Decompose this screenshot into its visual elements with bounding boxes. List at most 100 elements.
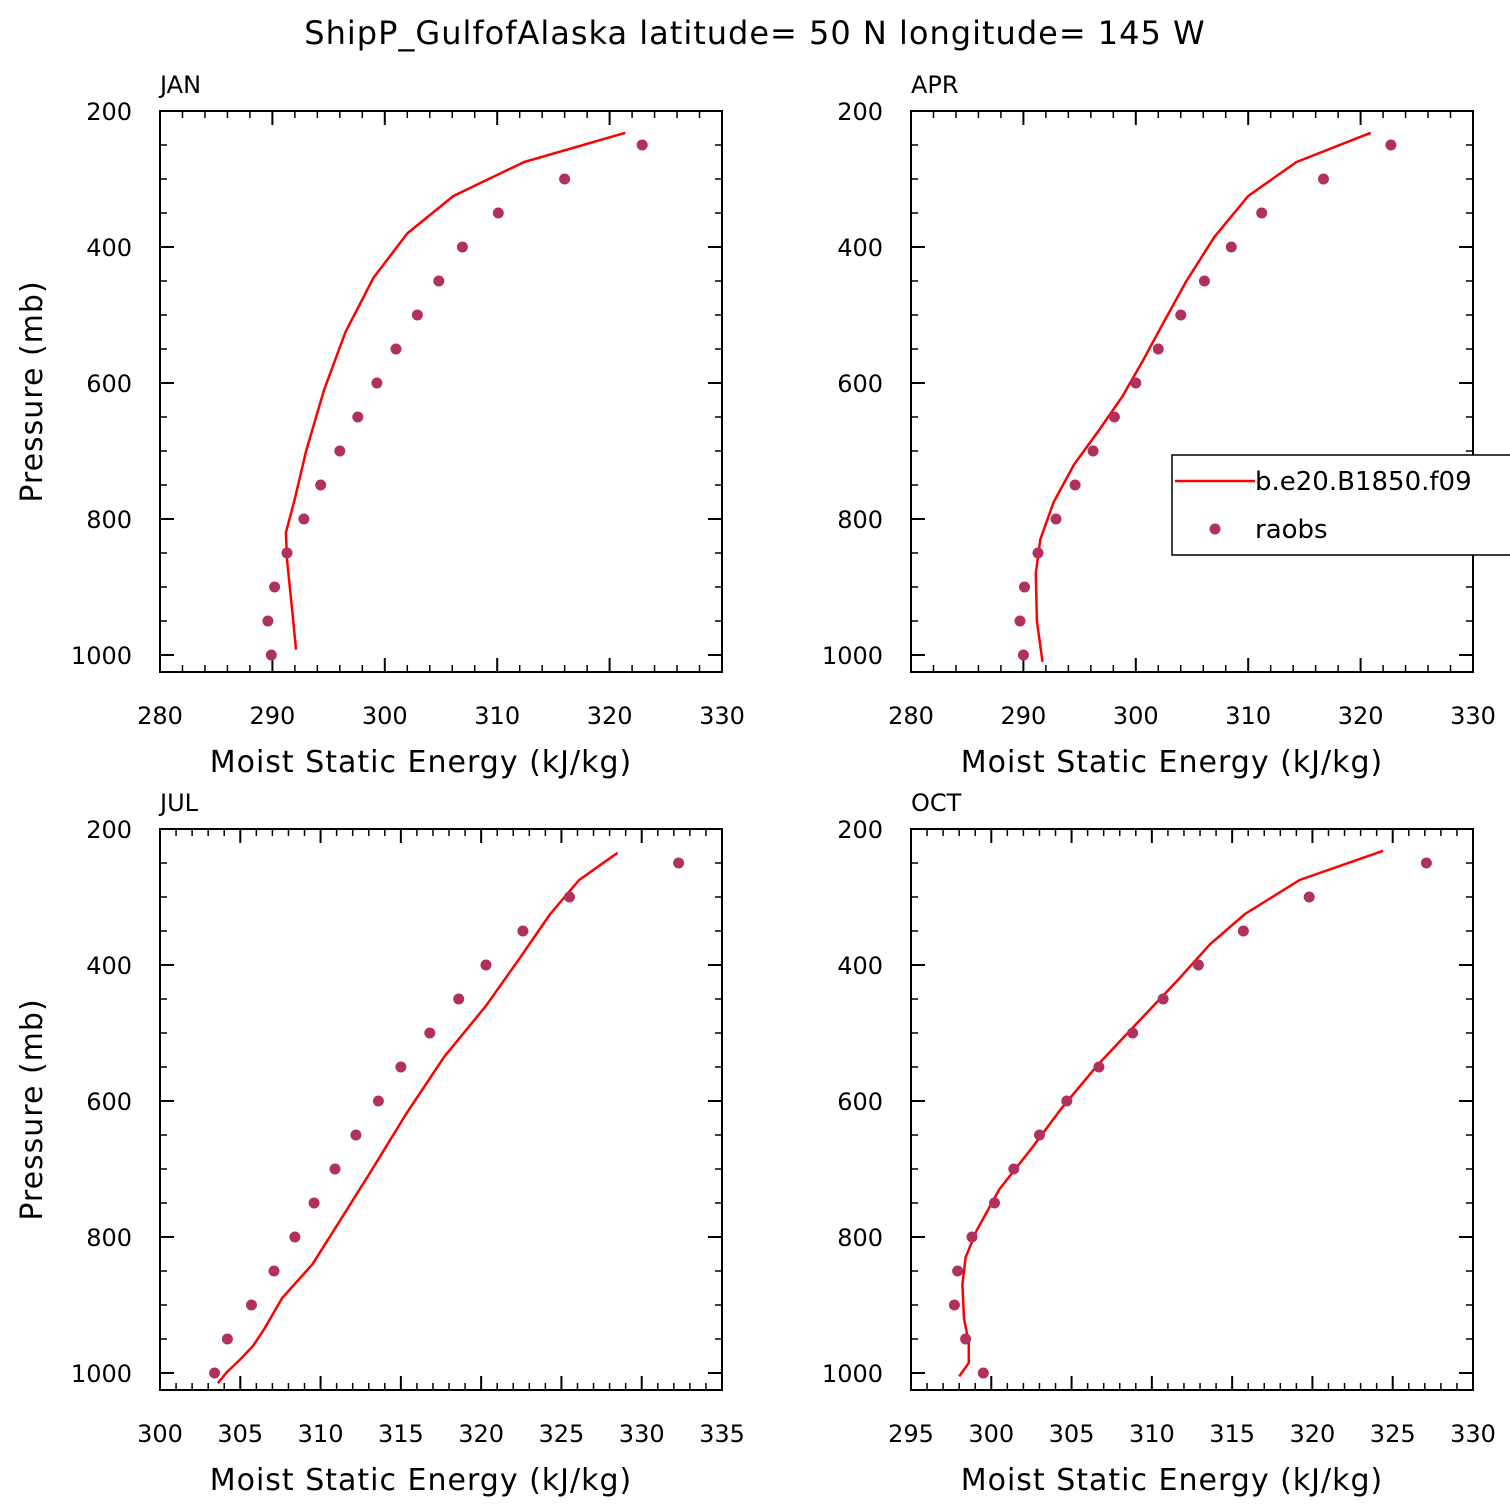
y-tick-label: 800	[86, 506, 132, 534]
raobs-point	[456, 241, 468, 253]
raobs-point	[952, 1265, 964, 1277]
legend-box	[1171, 454, 1510, 556]
raobs-point	[1017, 649, 1029, 661]
x-tick-label: 300	[1113, 702, 1159, 730]
y-tick-label: 1000	[71, 642, 132, 670]
x-tick-label: 280	[137, 702, 183, 730]
raobs-point	[350, 1129, 362, 1141]
x-axis-title: Moist Static Energy (kJ/kg)	[961, 745, 1384, 780]
raobs-point	[372, 1095, 384, 1107]
raobs-point	[492, 207, 504, 219]
raobs-point	[334, 445, 346, 457]
y-tick-label: 600	[86, 370, 132, 398]
y-tick-label: 1000	[822, 1360, 883, 1388]
y-tick-label: 200	[86, 98, 132, 126]
raobs-point	[1069, 479, 1081, 491]
raobs-point	[1237, 925, 1249, 937]
raobs-point	[673, 857, 685, 869]
raobs-point	[989, 1197, 1000, 1209]
raobs-point	[1420, 857, 1432, 869]
raobs-point	[960, 1333, 972, 1345]
raobs-point	[564, 891, 575, 903]
raobs-point	[1130, 377, 1142, 389]
raobs-point	[352, 411, 364, 423]
x-tick-label: 305	[217, 1420, 263, 1448]
raobs-point	[1008, 1163, 1020, 1175]
x-tick-label: 290	[249, 702, 295, 730]
raobs-point	[1175, 309, 1187, 321]
x-tick-label: 310	[1225, 702, 1271, 730]
raobs-point	[1192, 959, 1204, 971]
panel-apr: APR 280 290 300 310 320 330 200 400 600 800 1000 Moi…	[822, 71, 1496, 780]
y-tick-label: 800	[86, 1224, 132, 1252]
x-tick-label: 330	[1450, 702, 1496, 730]
raobs-point	[1127, 1027, 1139, 1039]
y-tick-label: 200	[837, 98, 883, 126]
raobs-point	[289, 1231, 301, 1243]
x-tick-label: 330	[619, 1420, 665, 1448]
panel-jan: JAN 280 290 300 310 320 330 200 400 600 800 1000 Moi…	[15, 71, 745, 780]
y-tick-label: 1000	[822, 642, 883, 670]
raobs-point	[1225, 241, 1237, 253]
x-tick-label: 290	[1000, 702, 1046, 730]
plot-frame	[159, 110, 723, 673]
raobs-point	[1318, 173, 1329, 185]
model-profile-line	[216, 851, 619, 1384]
y-axis-title: Pressure (mb)	[15, 998, 50, 1220]
raobs-point	[1256, 207, 1268, 219]
y-tick-label: 800	[837, 506, 883, 534]
raobs-point	[1303, 891, 1315, 903]
x-tick-label: 310	[298, 1420, 344, 1448]
raobs-point	[1157, 993, 1169, 1005]
panel-jul: JUL 300 305 310 315 320 325 330 335 200 400 600 800 1…	[15, 789, 745, 1498]
y-tick-label: 400	[837, 952, 883, 980]
raobs-point	[1087, 445, 1099, 457]
raobs-point	[453, 993, 465, 1005]
raobs-point	[559, 173, 571, 185]
y-tick-label: 200	[837, 816, 883, 844]
panel-title: JAN	[158, 71, 201, 99]
raobs-point	[308, 1197, 320, 1209]
raobs-point	[1152, 343, 1164, 355]
figure-title: ShipP_GulfofAlaska latitude= 50 N longit…	[304, 14, 1205, 52]
legend-label-obs: raobs	[1255, 515, 1328, 545]
y-tick-label: 600	[86, 1088, 132, 1116]
panel-title: APR	[911, 71, 959, 99]
raobs-point	[1093, 1061, 1105, 1073]
raobs-point	[433, 275, 445, 287]
raobs-point	[395, 1061, 407, 1073]
x-tick-label: 330	[699, 702, 745, 730]
model-profile-line	[284, 131, 626, 650]
panel-title: JUL	[158, 789, 199, 817]
panel-title: OCT	[911, 789, 962, 817]
model-profile-line	[1034, 131, 1372, 662]
y-tick-label: 1000	[71, 1360, 132, 1388]
raobs-point	[966, 1231, 978, 1243]
y-tick-label: 400	[86, 952, 132, 980]
raobs-point	[1198, 275, 1210, 287]
plot-frame	[910, 828, 1474, 1391]
raobs-point	[424, 1027, 436, 1039]
panels-container: JAN 280 290 300 310 320 330 200 400 600 800 1000 Moi…	[15, 71, 1496, 1498]
panel-oct: OCT 295 300 305 310 315 320 325 330 200 400 600 800 1…	[822, 789, 1496, 1498]
raobs-point	[1108, 411, 1120, 423]
raobs-point	[948, 1299, 960, 1311]
y-tick-label: 400	[837, 234, 883, 262]
x-tick-label: 300	[362, 702, 408, 730]
x-tick-label: 320	[1338, 702, 1384, 730]
x-tick-label: 310	[474, 702, 520, 730]
x-axis-title: Moist Static Energy (kJ/kg)	[210, 1463, 633, 1498]
y-tick-label: 200	[86, 816, 132, 844]
raobs-point	[1032, 547, 1044, 559]
raobs-point	[221, 1333, 233, 1345]
raobs-point	[265, 649, 277, 661]
raobs-point	[269, 581, 281, 593]
raobs-point	[371, 377, 383, 389]
y-tick-label: 600	[837, 1088, 883, 1116]
raobs-point	[411, 309, 423, 321]
model-profile-line	[958, 849, 1384, 1378]
raobs-point	[1014, 615, 1026, 627]
x-tick-label: 280	[888, 702, 934, 730]
y-axis-title: Pressure (mb)	[15, 280, 50, 502]
y-tick-label: 600	[837, 370, 883, 398]
